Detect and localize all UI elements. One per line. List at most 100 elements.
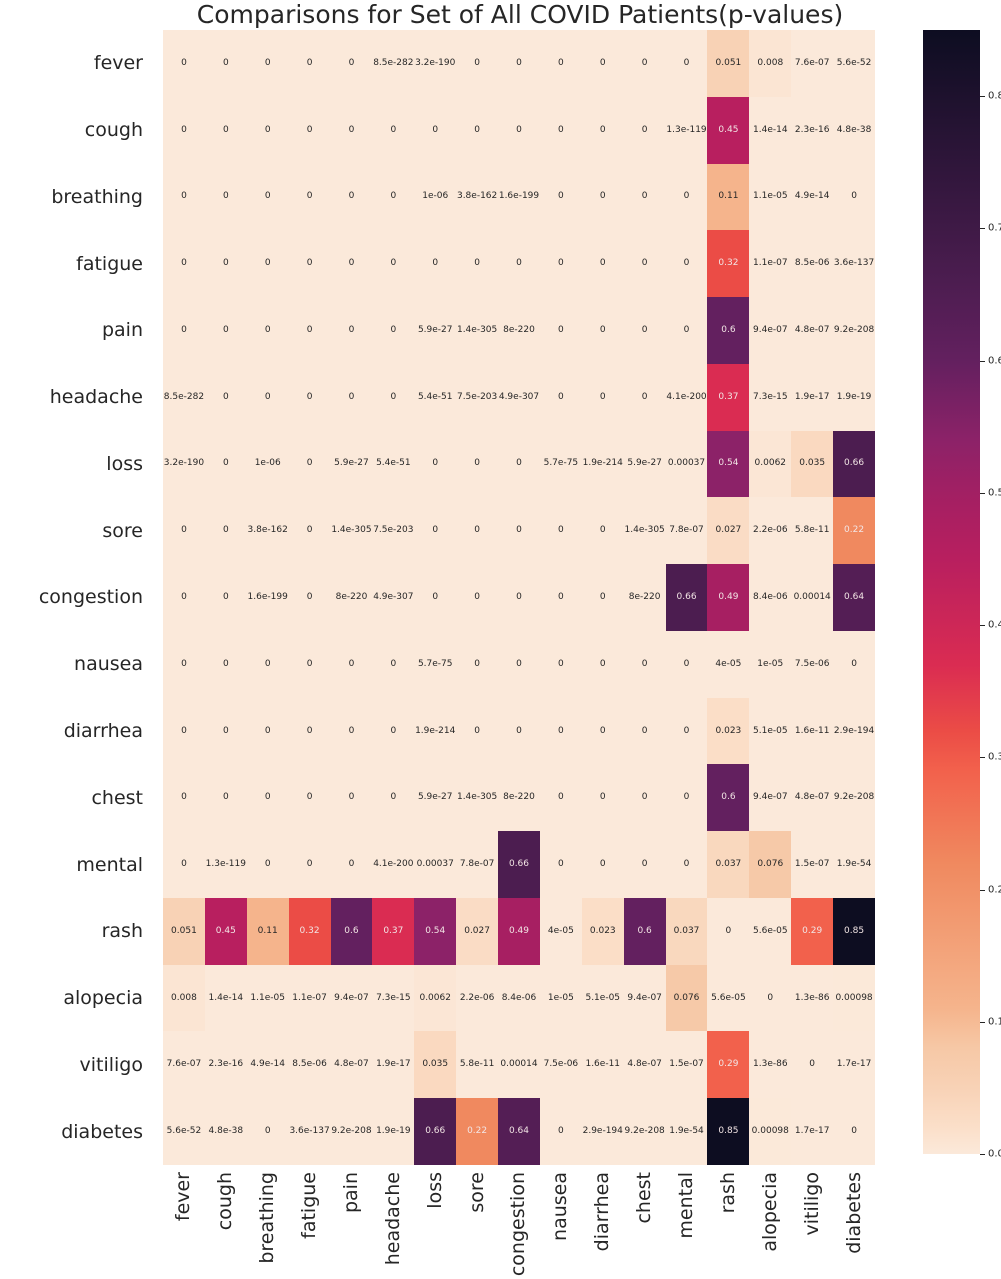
heatmap-cell: 0 [330, 163, 373, 231]
heatmap-cell: 0 [246, 163, 289, 231]
y-axis-label: cough [84, 119, 143, 142]
heatmap-cell: 7.5e-06 [791, 630, 834, 698]
heatmap-cell: 0 [288, 297, 331, 364]
heatmap-cell: 0.037 [665, 897, 708, 965]
heatmap-cell: 0 [581, 363, 624, 431]
heatmap-cell: 1.4e-305 [456, 297, 499, 364]
x-axis-label: loss [423, 1172, 446, 1209]
heatmap-cell: 0 [456, 564, 499, 631]
heatmap-cell: 1.7e-17 [833, 1031, 875, 1099]
x-axis-label-cell: pain [331, 1172, 373, 1279]
chart-title: Comparisons for Set of All COVID Patient… [196, 0, 844, 29]
heatmap-cell: 1.9e-17 [791, 363, 834, 431]
heatmap-cell: 0 [539, 630, 582, 698]
x-axis-label-cell: nausea [540, 1172, 582, 1279]
heatmap-cell: 0.0062 [414, 964, 457, 1032]
heatmap-cell: 5.1e-05 [581, 964, 624, 1032]
heatmap-cell: 1.6e-199 [246, 564, 289, 631]
heatmap-cell: 0 [539, 564, 582, 631]
heatmap-cell: 9.4e-07 [623, 964, 666, 1032]
heatmap-cell: 0 [246, 297, 289, 364]
heatmap-cell: 4.8e-07 [791, 764, 834, 832]
heatmap-cell: 0 [665, 697, 708, 765]
heatmap-cell: 0.54 [707, 430, 750, 498]
heatmap-cell: 0.49 [498, 897, 540, 965]
heatmap-cell: 0 [288, 764, 331, 832]
heatmap-cell: 0.00014 [498, 1031, 540, 1099]
heatmap-cell: 4.9e-14 [246, 1031, 289, 1099]
heatmap-cell: 0 [665, 30, 708, 97]
heatmap-cell: 0 [163, 564, 205, 631]
heatmap-cell: 0 [456, 497, 499, 565]
x-axis-label-cell: breathing [247, 1172, 289, 1279]
heatmap-cell: 0 [539, 363, 582, 431]
heatmap-cell: 0 [246, 697, 289, 765]
heatmap-cell: 0 [163, 163, 205, 231]
heatmap-cell: 0 [665, 230, 708, 298]
heatmap-cell: 3.8e-162 [456, 163, 499, 231]
heatmap-cell: 5.1e-05 [749, 697, 792, 765]
heatmap-cell: 0 [665, 297, 708, 364]
heatmap-cell: 0 [372, 230, 415, 298]
heatmap-cell: 0 [539, 831, 582, 898]
colorbar-tick [980, 360, 985, 362]
x-axis-label-cell: alopecia [749, 1172, 791, 1279]
heatmap-cell: 0.00098 [833, 964, 875, 1032]
heatmap-cell: 0.54 [414, 897, 457, 965]
heatmap-cell: 0.6 [330, 897, 373, 965]
heatmap-cell: 0.6 [623, 897, 666, 965]
heatmap-cell: 0 [204, 697, 247, 765]
heatmap-cell: 0 [163, 764, 205, 832]
heatmap-cell: 0.66 [833, 430, 875, 498]
heatmap-grid: 0 0 0 0 0 8.5e-282 3.2e-190 0 0 0 0 0 0 0.051 0.008 7.6… [163, 30, 875, 1165]
heatmap-cell: 0 [833, 630, 875, 698]
heatmap-cell: 7.6e-07 [163, 1031, 205, 1099]
heatmap-cell: 0.00037 [665, 430, 708, 498]
x-axis-label-cell: sore [456, 1172, 498, 1279]
heatmap-cell: 1.4e-305 [623, 497, 666, 565]
heatmap-cell: 3.6e-137 [288, 1098, 331, 1165]
x-axis-label-cell: loss [414, 1172, 456, 1279]
heatmap-cell: 4.9e-14 [791, 163, 834, 231]
heatmap-cell: 0 [456, 697, 499, 765]
heatmap-cell: 0 [623, 764, 666, 832]
heatmap-cell: 0 [204, 363, 247, 431]
heatmap-cell: 1.9e-19 [833, 363, 875, 431]
heatmap-cell: 8e-220 [330, 564, 373, 631]
heatmap-cell: 0 [163, 831, 205, 898]
heatmap-cell: 0 [498, 96, 540, 164]
heatmap-cell: 1.9e-214 [414, 697, 457, 765]
heatmap-cell: 0 [581, 297, 624, 364]
heatmap-cell: 0.6 [707, 297, 750, 364]
heatmap-cell: 1.6e-11 [791, 697, 834, 765]
x-axis-label: diarrhea [591, 1172, 614, 1252]
heatmap-cell: 0 [288, 564, 331, 631]
heatmap-cell: 8.4e-06 [498, 964, 540, 1032]
heatmap-cell: 1.1e-07 [288, 964, 331, 1032]
heatmap-cell: 4.8e-38 [833, 96, 875, 164]
heatmap-cell: 0 [288, 163, 331, 231]
heatmap-cell: 0 [246, 1098, 289, 1165]
heatmap-cell: 0.64 [498, 1098, 540, 1165]
colorbar-tick-label: 0.4 [988, 619, 1001, 631]
heatmap-cell: 0.035 [791, 430, 834, 498]
colorbar-tick-label: 0.8 [988, 90, 1001, 102]
x-axis-label: fever [172, 1172, 195, 1222]
heatmap-cell: 0 [204, 297, 247, 364]
heatmap-cell: 1.1e-05 [246, 964, 289, 1032]
heatmap-cell: 0.6 [707, 764, 750, 832]
heatmap-cell: 0 [163, 497, 205, 565]
heatmap-cell: 0.37 [707, 363, 750, 431]
heatmap-cell: 0 [833, 1098, 875, 1165]
heatmap-cell: 0.00014 [791, 564, 834, 631]
x-axis-label-cell: diarrhea [582, 1172, 624, 1279]
heatmap-cell: 0 [330, 230, 373, 298]
heatmap-cell: 2.2e-06 [749, 497, 792, 565]
heatmap-cell: 0 [498, 230, 540, 298]
x-axis-label: mental [675, 1172, 698, 1239]
heatmap-cell: 0 [163, 230, 205, 298]
heatmap-cell: 7.5e-203 [372, 497, 415, 565]
heatmap-cell: 0 [372, 297, 415, 364]
heatmap-cell: 0.37 [372, 897, 415, 965]
